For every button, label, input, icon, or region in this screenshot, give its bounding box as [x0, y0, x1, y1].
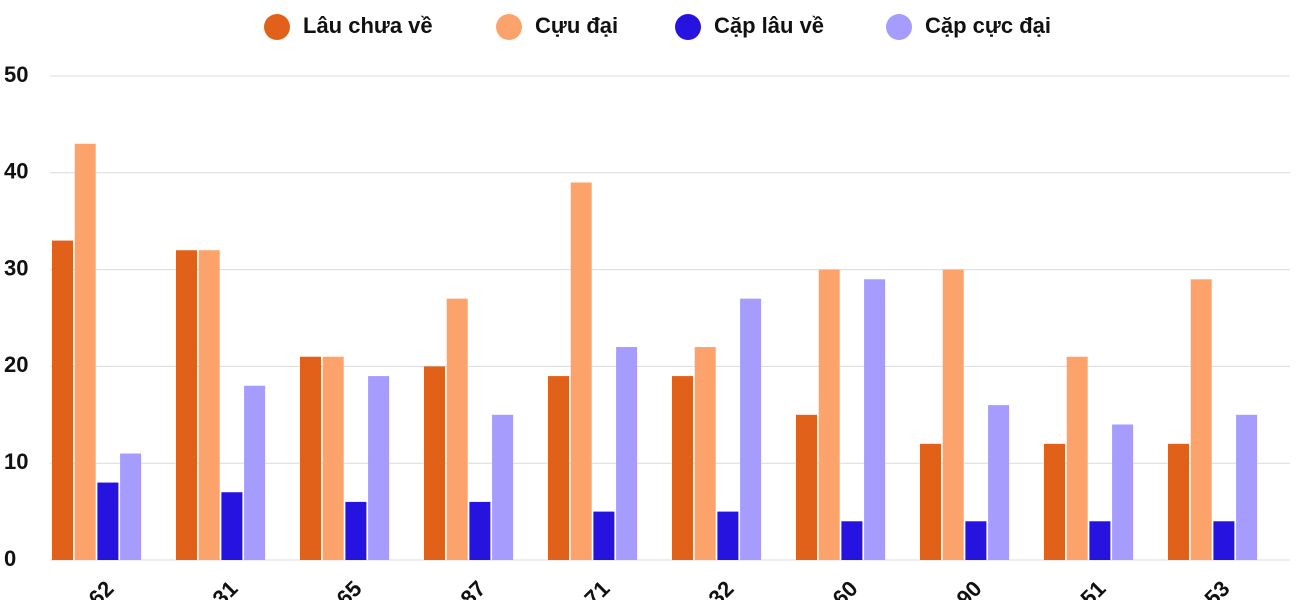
bar — [446, 298, 468, 560]
bar — [1213, 521, 1235, 560]
bar — [52, 240, 73, 560]
bar — [965, 521, 987, 560]
legend-swatch — [886, 14, 912, 40]
bar — [322, 356, 344, 560]
x-tick-label: 71 — [580, 576, 615, 600]
bar — [469, 501, 491, 560]
x-tick-label: 90 — [952, 576, 987, 600]
legend-swatch — [264, 14, 290, 40]
legend-swatch — [675, 14, 701, 40]
bar — [841, 521, 863, 560]
bar — [672, 376, 693, 560]
y-tick-label: 0 — [4, 546, 16, 571]
bar — [864, 279, 886, 560]
bar — [74, 143, 96, 560]
bar — [548, 376, 569, 560]
bar — [176, 250, 197, 561]
x-tick-label: 62 — [84, 576, 119, 600]
bar — [988, 405, 1010, 560]
y-tick-label: 30 — [4, 255, 28, 280]
bar — [97, 482, 119, 560]
bar — [221, 492, 243, 560]
bar — [300, 356, 321, 560]
bar — [1089, 521, 1111, 560]
legend-swatch — [496, 14, 522, 40]
bar — [1236, 414, 1258, 560]
bar — [1112, 424, 1134, 560]
bar — [942, 269, 964, 560]
bar — [694, 347, 716, 560]
bar — [920, 443, 941, 560]
x-tick-label: 53 — [1200, 576, 1235, 600]
y-tick-label: 20 — [4, 352, 28, 377]
bar — [424, 366, 445, 560]
bar — [818, 269, 840, 560]
y-tick-label: 40 — [4, 159, 28, 184]
bar — [740, 298, 762, 560]
bar — [198, 250, 220, 561]
legend-label: Cặp cực đại — [925, 13, 1051, 38]
bar — [1066, 356, 1088, 560]
legend-label: Cựu đại — [535, 13, 618, 38]
x-tick-label: 51 — [1076, 576, 1111, 600]
bar — [1044, 443, 1065, 560]
bar — [570, 182, 592, 561]
bar — [120, 453, 142, 560]
bar — [593, 511, 615, 560]
bar — [368, 376, 390, 560]
x-tick-label: 60 — [828, 576, 863, 600]
bar — [616, 347, 638, 560]
x-tick-label: 65 — [332, 576, 367, 600]
bar — [717, 511, 739, 560]
legend-label: Cặp lâu về — [714, 13, 824, 38]
x-tick-label: 87 — [456, 576, 491, 600]
y-tick-label: 10 — [4, 449, 28, 474]
bar — [1168, 443, 1189, 560]
y-tick-label: 50 — [4, 62, 28, 87]
bar — [244, 385, 266, 560]
x-tick-label: 32 — [704, 576, 739, 600]
bar — [492, 414, 514, 560]
bar — [1190, 279, 1212, 560]
bar — [796, 414, 817, 560]
bar — [345, 501, 367, 560]
x-tick-label: 31 — [208, 576, 243, 600]
legend-label: Lâu chưa về — [303, 13, 433, 38]
